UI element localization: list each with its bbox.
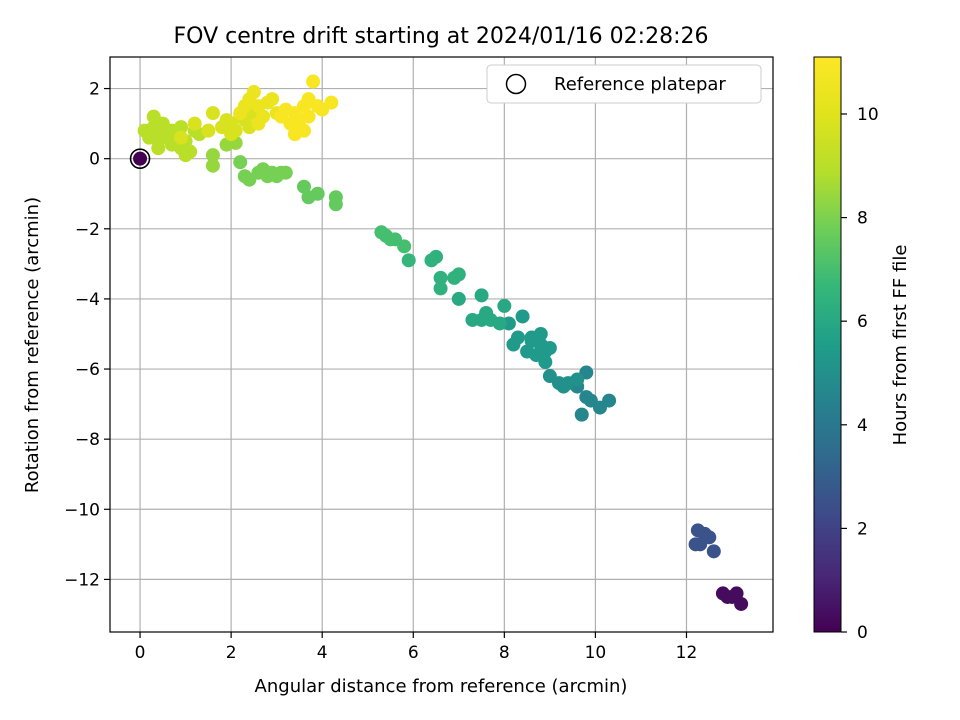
data-point <box>492 316 507 331</box>
reference-platepar-marker <box>129 148 151 169</box>
data-point <box>424 253 439 268</box>
colorbar-label: Hours from first FF file <box>890 245 911 446</box>
data-point <box>205 106 220 121</box>
chart-title: FOV centre drift starting at 2024/01/16 … <box>174 24 709 49</box>
y-tick-label: −4 <box>75 290 100 310</box>
colorbar-tick-label: 2 <box>857 519 868 539</box>
y-tick-label: −10 <box>64 500 100 520</box>
colorbar <box>813 56 842 633</box>
data-point <box>397 239 412 254</box>
data-point <box>306 74 321 89</box>
x-tick-label: 4 <box>317 643 328 663</box>
y-axis-label: Rotation from reference (arcmin) <box>22 197 43 493</box>
legend-label: Reference platepar <box>554 74 726 95</box>
y-tick-label: −8 <box>75 430 100 450</box>
data-points <box>129 74 749 611</box>
colorbar-tick-label: 10 <box>857 105 879 125</box>
data-point <box>224 127 239 142</box>
data-point <box>602 393 617 408</box>
data-point <box>538 355 553 370</box>
data-point <box>520 344 535 359</box>
data-point <box>542 341 557 356</box>
data-point <box>201 123 216 138</box>
data-point <box>133 151 148 166</box>
data-point <box>242 172 257 187</box>
data-point <box>233 155 248 170</box>
x-tick-label: 0 <box>135 643 146 663</box>
data-point <box>506 337 521 352</box>
y-tick-label: −12 <box>64 570 100 590</box>
legend-box <box>486 64 762 104</box>
legend: Reference platepar <box>486 64 762 104</box>
axis-ticks: 0 2 4 6 8 10 12 2 0 −2 −4 −6 −8 −10 −12 <box>64 80 697 663</box>
data-point <box>187 116 202 131</box>
plot-frame <box>109 56 774 633</box>
data-point <box>451 267 466 282</box>
grid <box>110 57 773 632</box>
data-point <box>474 288 489 303</box>
data-point <box>301 190 316 205</box>
x-axis-label: Angular distance from reference (arcmin) <box>255 676 628 697</box>
data-point <box>251 116 266 131</box>
x-tick-label: 8 <box>499 643 510 663</box>
x-tick-label: 6 <box>408 643 419 663</box>
data-point <box>269 169 284 184</box>
data-point <box>451 291 466 306</box>
data-point <box>296 179 311 194</box>
data-point <box>706 544 721 559</box>
x-tick-label: 2 <box>226 643 237 663</box>
colorbar-tick-label: 4 <box>857 416 868 436</box>
data-point <box>497 298 512 313</box>
data-point <box>301 109 316 124</box>
colorbar-tick-label: 6 <box>857 312 868 332</box>
data-point <box>174 130 189 145</box>
data-point <box>401 253 416 268</box>
colorbar-tick-label: 0 <box>857 623 868 643</box>
y-tick-label: 2 <box>89 80 100 100</box>
y-tick-label: −6 <box>75 360 100 380</box>
data-point <box>287 127 302 142</box>
data-point <box>246 85 261 100</box>
data-point <box>233 106 248 121</box>
colorbar-tick-label: 8 <box>857 209 868 229</box>
data-point <box>734 596 749 611</box>
data-point <box>265 92 280 107</box>
data-point <box>574 407 589 422</box>
data-point <box>324 95 339 110</box>
data-point <box>151 134 166 149</box>
legend-marker <box>505 73 527 95</box>
data-point <box>515 309 530 324</box>
data-point <box>729 586 744 601</box>
y-tick-label: −2 <box>75 220 100 240</box>
data-point <box>205 158 220 173</box>
data-point <box>328 197 343 212</box>
x-tick-label: 12 <box>676 643 698 663</box>
x-tick-label: 10 <box>585 643 607 663</box>
data-point <box>433 281 448 296</box>
data-point <box>688 537 703 552</box>
data-point <box>579 390 594 405</box>
y-tick-label: 0 <box>89 150 100 170</box>
data-point <box>702 530 717 545</box>
data-point <box>533 326 548 341</box>
data-point <box>205 148 220 163</box>
data-point <box>570 372 585 387</box>
data-point <box>433 270 448 285</box>
data-point <box>174 141 189 156</box>
colorbar-ticks: 0 2 4 6 8 10 <box>841 105 879 643</box>
